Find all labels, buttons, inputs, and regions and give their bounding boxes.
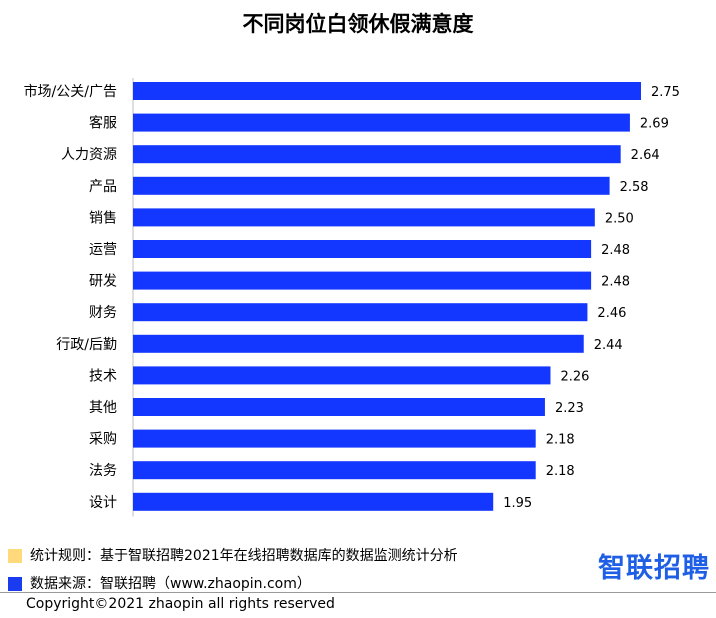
value-label: 2.69 xyxy=(640,117,669,132)
category-label: 采购 xyxy=(89,432,117,448)
value-label: 2.48 xyxy=(601,243,630,258)
bar xyxy=(133,176,610,195)
value-label: 2.44 xyxy=(594,338,623,353)
value-label: 2.50 xyxy=(605,211,634,226)
bar xyxy=(133,271,592,290)
bar xyxy=(133,366,551,385)
value-label: 2.26 xyxy=(560,369,589,384)
value-label: 2.18 xyxy=(546,433,575,448)
bar xyxy=(133,429,536,448)
category-label: 法务 xyxy=(89,463,117,479)
value-label: 2.23 xyxy=(555,401,584,416)
category-label: 研发 xyxy=(89,274,117,290)
chart-notes: 统计规则：基于智联招聘2021年在线招聘数据库的数据监测统计分析 数据来源：智联… xyxy=(8,542,458,598)
category-label: 运营 xyxy=(89,242,117,258)
bar xyxy=(133,240,592,258)
category-label: 产品 xyxy=(89,179,117,195)
note-rule: 统计规则：基于智联招聘2021年在线招聘数据库的数据监测统计分析 xyxy=(8,542,458,570)
note-source-text: 数据来源：智联招聘（www.zhaopin.com） xyxy=(30,576,311,592)
chart-title: 不同岗位白领休假满意度 xyxy=(242,12,474,36)
note-rule-text: 统计规则：基于智联招聘2021年在线招聘数据库的数据监测统计分析 xyxy=(30,548,458,564)
bar xyxy=(133,145,621,164)
category-label: 客服 xyxy=(89,115,117,132)
bar xyxy=(133,492,494,511)
rule-swatch xyxy=(8,549,22,563)
value-label: 2.48 xyxy=(601,275,630,290)
zhaopin-logo: 智联招聘 xyxy=(598,546,710,585)
bar xyxy=(133,113,630,132)
bar xyxy=(133,303,588,322)
logo-text: 智联招聘 xyxy=(598,553,710,584)
bar xyxy=(133,334,584,353)
category-label: 财务 xyxy=(89,305,117,321)
value-label: 2.64 xyxy=(631,148,660,163)
bar-chart: 市场/公关/广告 2.75 客服 2.69 人力资源 2.64 产品 2.58 销售 2.50 运营… xyxy=(24,78,680,517)
source-swatch xyxy=(8,577,22,591)
bar xyxy=(133,461,536,480)
category-label: 其他 xyxy=(89,400,117,416)
category-label: 销售 xyxy=(89,210,117,226)
value-label: 1.95 xyxy=(503,496,532,511)
bar xyxy=(133,82,641,100)
note-source: 数据来源：智联招聘（www.zhaopin.com） xyxy=(8,570,458,598)
bar xyxy=(133,208,595,227)
value-label: 2.18 xyxy=(546,464,575,479)
bar xyxy=(133,398,545,416)
footer-divider xyxy=(0,592,716,593)
copyright: Copyright©2021 zhaopin all rights reserv… xyxy=(26,596,335,612)
value-label: 2.58 xyxy=(620,180,649,195)
category-label: 行政/后勤 xyxy=(56,337,117,353)
category-label: 市场/公关/广告 xyxy=(24,83,117,100)
category-label: 人力资源 xyxy=(61,147,117,163)
category-label: 设计 xyxy=(89,495,117,511)
value-label: 2.75 xyxy=(651,85,680,100)
value-label: 2.46 xyxy=(597,306,626,321)
category-label: 技术 xyxy=(89,368,117,384)
